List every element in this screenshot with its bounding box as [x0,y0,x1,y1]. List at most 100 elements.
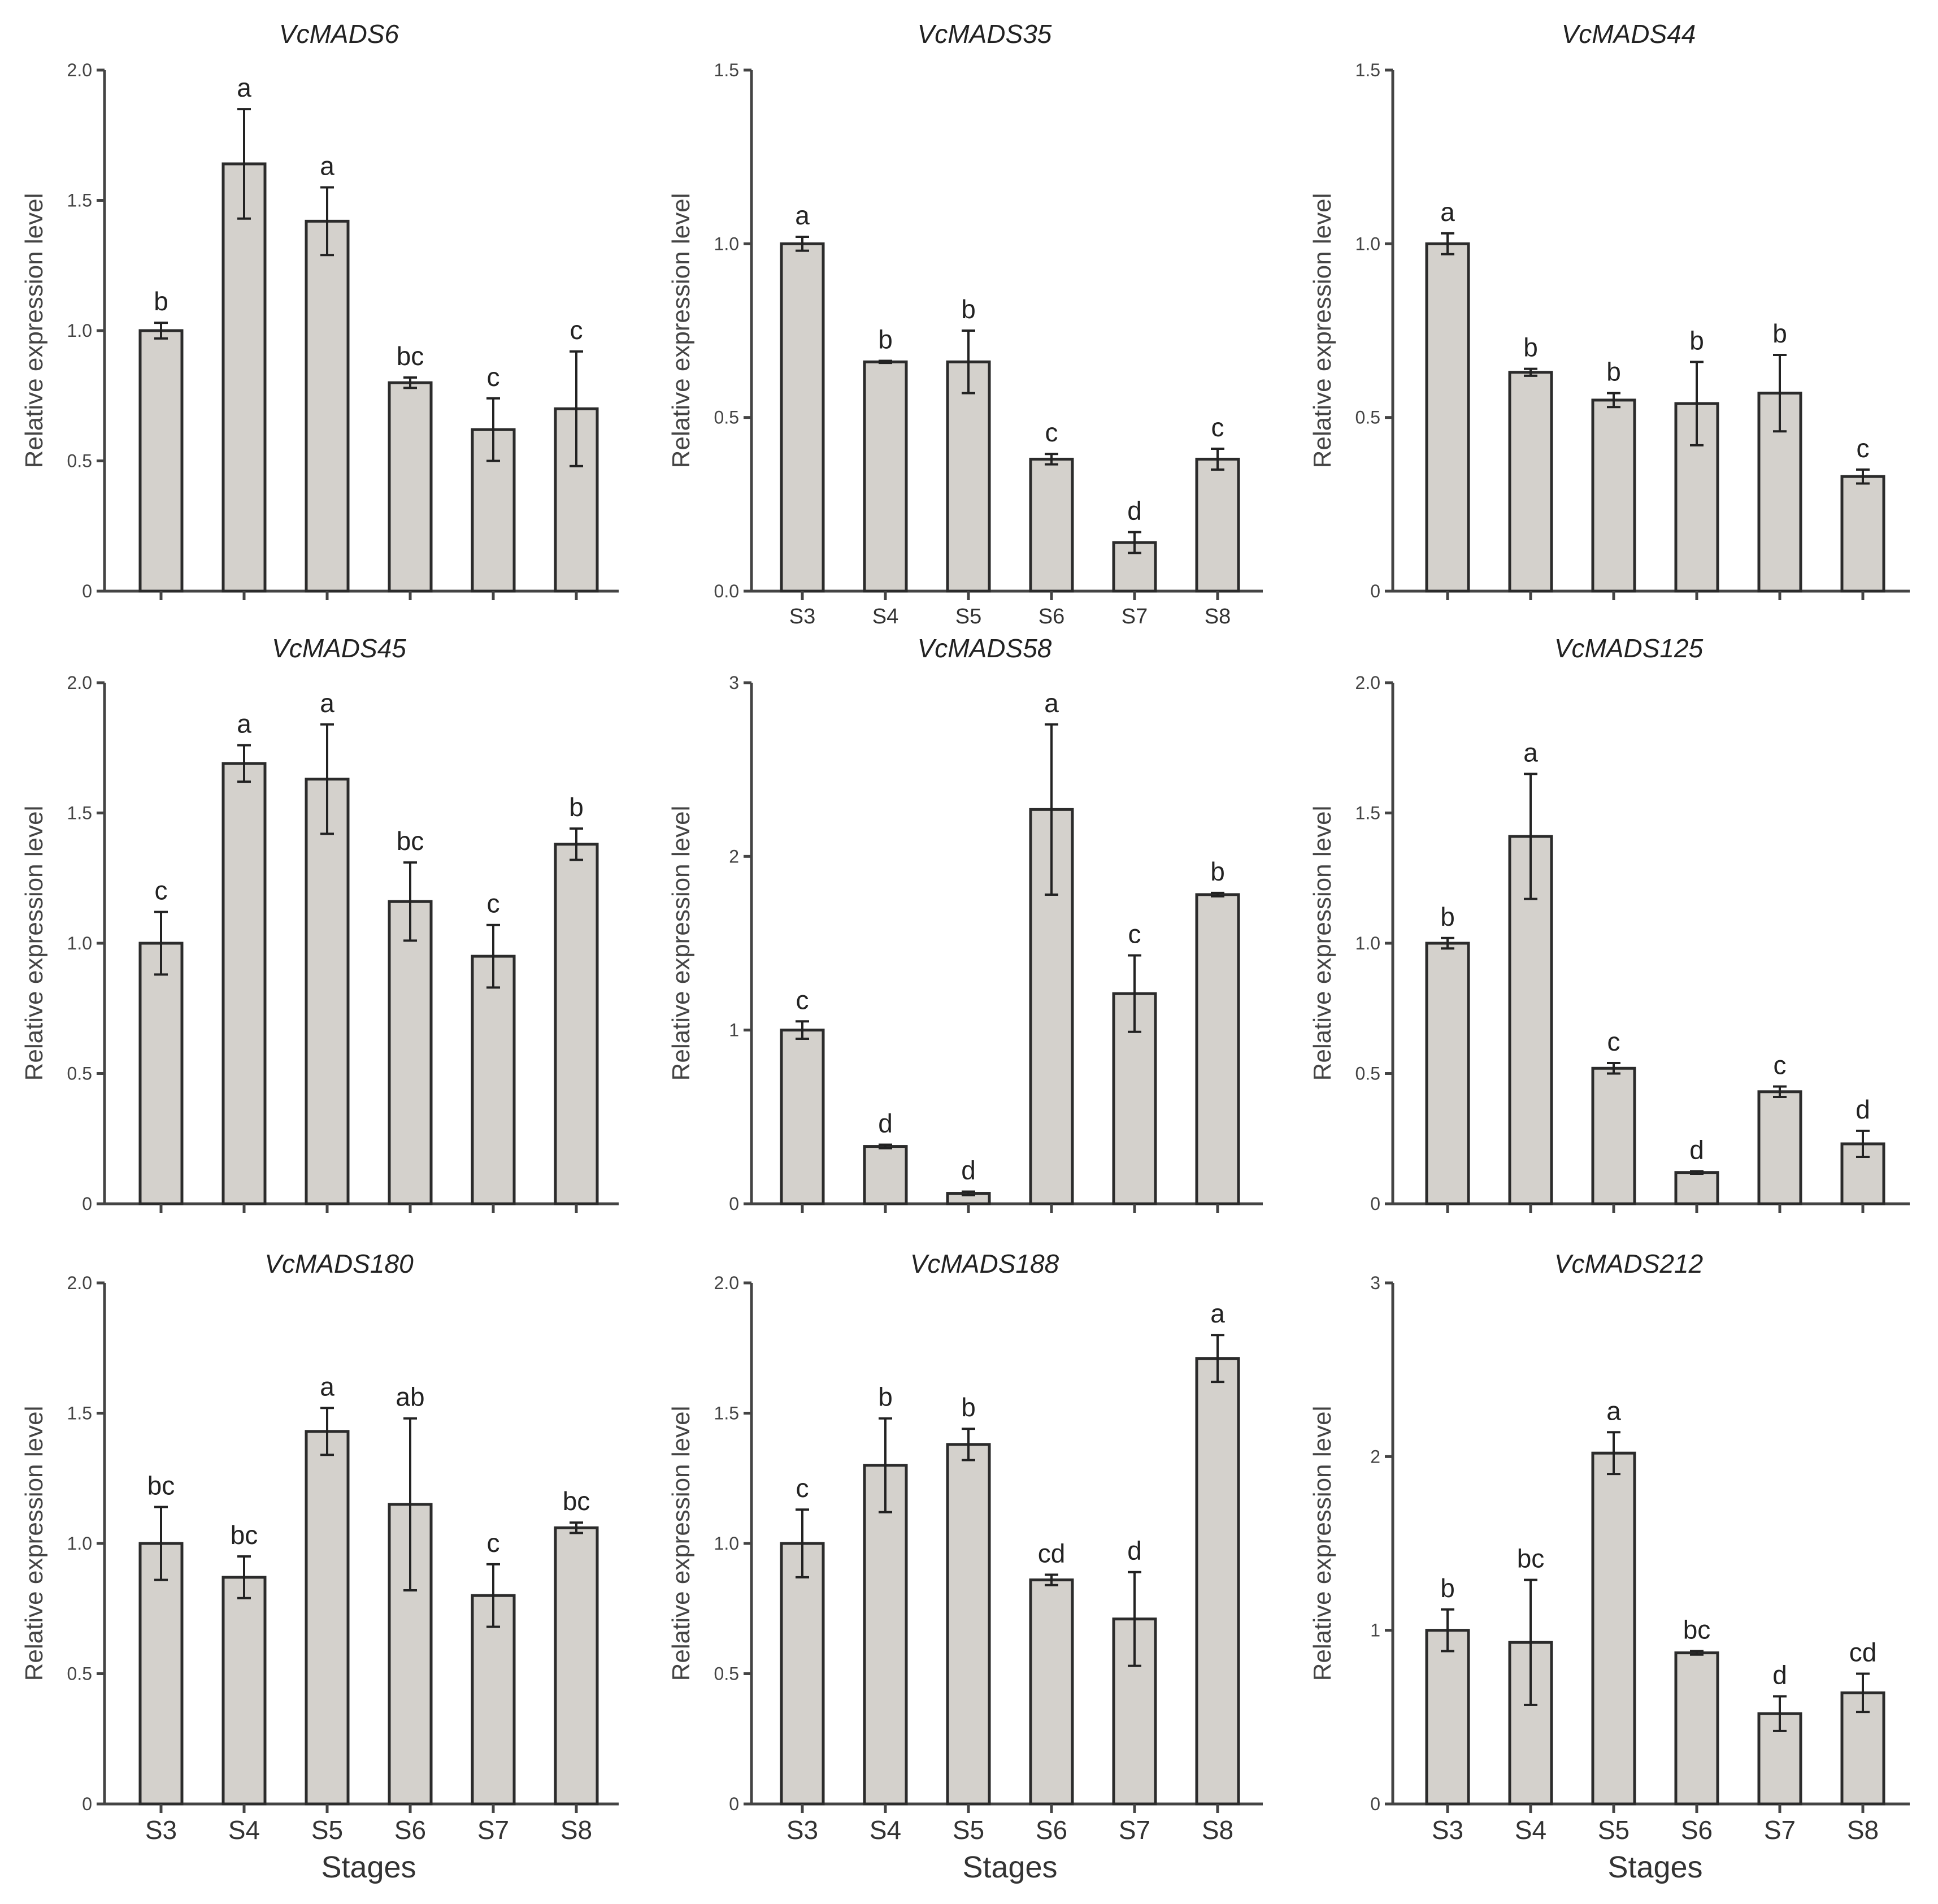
significance-label: a [237,73,251,102]
significance-label: a [1440,197,1455,227]
x-tick-label: S6 [394,1815,426,1845]
significance-label: d [878,1109,893,1138]
chart-title: VcMADS188 [910,1249,1059,1278]
significance-label: c [1607,1027,1620,1056]
x-axis-label: Stages [321,1850,416,1884]
x-tick-label: S7 [477,1815,509,1845]
y-axis-label: Relative expression level [1309,806,1336,1081]
y-axis-label: Relative expression level [20,1406,48,1681]
x-tick-label: S7 [1764,1815,1796,1845]
significance-label: b [1210,857,1225,886]
bar-S6 [388,381,433,593]
bar-S5 [305,1430,350,1806]
bar-S5 [305,219,350,593]
significance-label: b [878,1382,893,1412]
y-axis-label: Relative expression level [1309,1406,1336,1681]
bar-S3 [138,329,184,593]
significance-label: d [1127,1536,1142,1565]
chart-panel-VcMADS35: VcMADS35 Relative expression level 0.0 0.5 1… [667,19,1263,628]
bar-S4 [221,162,267,593]
y-tick-label: 0.5 [714,1664,739,1684]
y-tick-label: 1.5 [714,1403,739,1424]
y-tick-label: 1.0 [1355,933,1380,953]
x-tick-label: S6 [1681,1815,1713,1845]
chart-panel-VcMADS44: VcMADS44 Relative expression level 0 0.5 1.0… [1309,19,1910,601]
significance-label: c [487,1528,500,1558]
bar-S8 [1195,457,1240,593]
y-tick-label: 3 [729,673,739,693]
significance-label: b [1772,319,1787,348]
significance-label: cd [1038,1538,1066,1568]
bar-S3 [780,242,825,593]
y-tick-label: 1 [729,1020,739,1040]
bar-S4 [863,1145,908,1205]
x-tick-label: S4 [870,1815,901,1845]
significance-label: ab [396,1382,424,1412]
y-tick-label: 1.0 [714,233,739,254]
x-tick-label: S8 [560,1815,592,1845]
y-axis-label: Relative expression level [667,1406,695,1681]
significance-label: a [1523,738,1538,767]
x-tick-label: S6 [1036,1815,1067,1845]
y-tick-label: 1.0 [67,320,92,341]
bar-S4 [1508,1641,1553,1806]
x-tick-label: S5 [953,1815,984,1845]
bar-S3 [138,942,184,1205]
bar-S8 [1195,1357,1240,1806]
y-tick-label: 0.0 [714,581,739,601]
y-tick-label: 1.5 [67,803,92,823]
significance-label: c [1774,1051,1787,1080]
y-tick-label: 2.0 [1355,673,1380,693]
x-tick-label: S7 [1122,605,1148,628]
bar-S5 [305,778,350,1205]
bar-S4 [863,1464,908,1806]
x-tick-label: S5 [1598,1815,1630,1845]
y-tick-label: 0.5 [67,1664,92,1684]
significance-label: bc [397,341,424,371]
significance-label: c [796,985,809,1014]
significance-label: c [1857,433,1870,463]
y-tick-label: 0 [82,581,92,601]
y-tick-label: 2 [729,846,739,866]
bar-S6 [1029,1578,1074,1806]
y-tick-label: 1.0 [67,1533,92,1554]
bar-S4 [221,762,267,1205]
chart-panel-VcMADS212: VcMADS212 Relative expression level 0 1 2 3 b S… [1309,1249,1910,1884]
significance-label: b [1440,902,1455,931]
significance-label: b [1689,326,1704,355]
significance-label: b [1606,357,1621,387]
significance-label: a [795,201,810,230]
significance-label: a [237,709,251,739]
y-tick-label: 1.0 [1355,233,1380,254]
y-tick-label: 1.0 [714,1533,739,1554]
y-tick-label: 0.5 [67,451,92,471]
x-tick-label: S3 [787,1815,818,1845]
bar-S5 [1591,398,1636,593]
y-tick-label: 0.5 [1355,407,1380,428]
chart-title: VcMADS58 [918,634,1052,663]
x-axis-label: Stages [962,1850,1057,1884]
x-tick-label: S4 [228,1815,260,1845]
bar-S8 [1195,893,1240,1205]
chart-panel-VcMADS58: VcMADS58 Relative expression level 0 1 2 3 c d d… [667,634,1263,1214]
chart-title: VcMADS212 [1554,1249,1703,1278]
chart-title: VcMADS35 [918,19,1052,49]
significance-label: bc [563,1486,590,1516]
significance-label: b [154,287,168,316]
significance-label: c [155,876,168,905]
y-tick-label: 1.5 [1355,803,1380,823]
x-tick-label: S4 [1515,1815,1546,1845]
bar-S8 [554,843,599,1205]
bar-S6 [1029,457,1074,593]
significance-label: c [487,362,500,392]
chart-panel-VcMADS125: VcMADS125 Relative expression level 0 0.5 1.… [1309,634,1910,1214]
bar-S5 [946,360,991,593]
bar-S3 [138,1542,184,1806]
bar-S4 [221,1576,267,1806]
significance-label: b [1440,1573,1455,1603]
bar-S7 [1757,1090,1802,1205]
y-tick-label: 0 [82,1194,92,1214]
y-tick-label: 1.0 [67,933,92,953]
bar-S6 [1674,1171,1719,1205]
significance-label: bc [231,1520,258,1550]
